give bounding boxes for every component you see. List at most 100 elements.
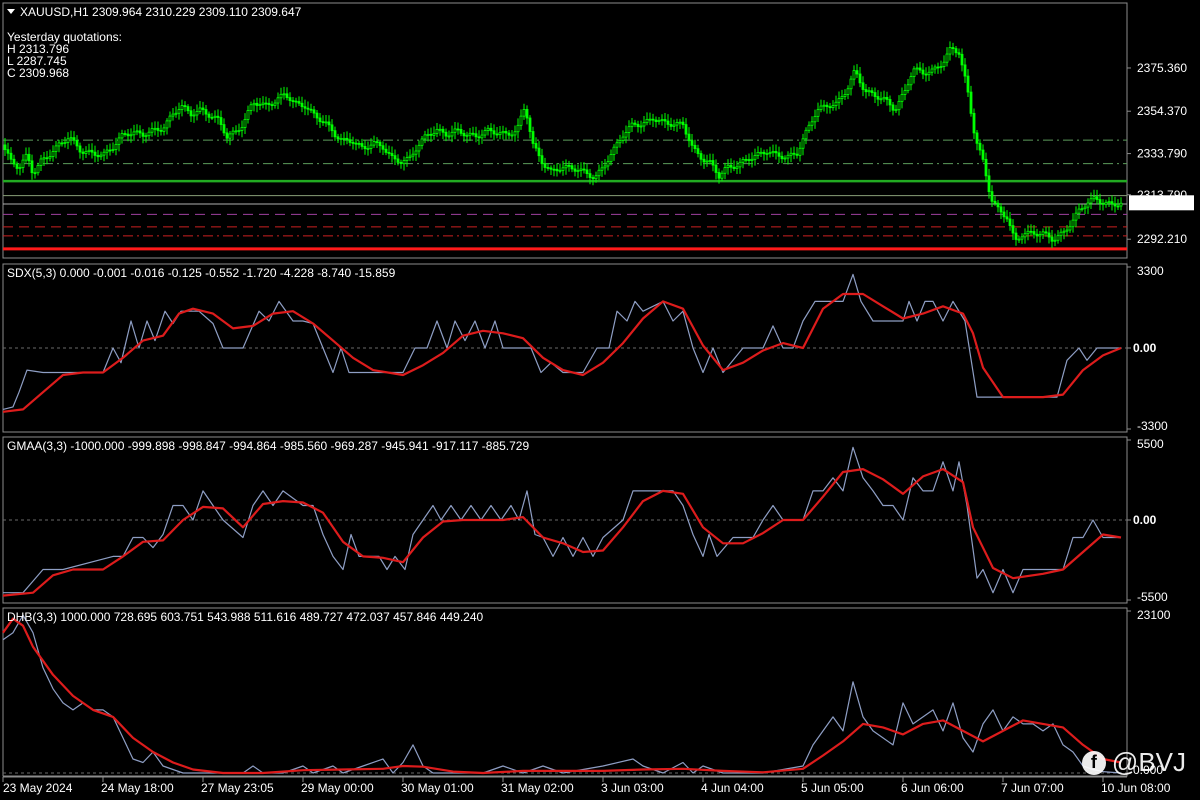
candle-body xyxy=(792,152,796,155)
candle-body xyxy=(828,106,832,109)
candle-body xyxy=(966,75,970,93)
candle-body xyxy=(690,140,694,146)
candle-body xyxy=(153,127,157,130)
candle-body xyxy=(930,68,934,73)
candle-body xyxy=(366,148,370,150)
candle-body xyxy=(462,132,466,137)
y-tick-label: 2354.370 xyxy=(1137,104,1187,118)
candle-body xyxy=(720,172,724,179)
candle-body xyxy=(237,130,241,132)
y-tick-label: -5500 xyxy=(1137,590,1168,604)
x-tick-label: 31 May 02:00 xyxy=(501,781,574,795)
candle-body xyxy=(633,122,637,125)
candle-body xyxy=(1083,206,1087,210)
candle-body xyxy=(348,139,352,143)
candle-body xyxy=(1074,212,1078,221)
candle-body xyxy=(48,156,52,159)
candle-body xyxy=(777,152,781,157)
candle-body xyxy=(1029,230,1033,233)
x-tick-label: 10 Jun 08:00 xyxy=(1101,781,1171,795)
candle-body xyxy=(345,137,349,141)
candle-body xyxy=(963,64,967,77)
candle-body xyxy=(1038,234,1042,237)
candle-body xyxy=(228,133,232,139)
candle-body xyxy=(852,70,856,80)
candle-body xyxy=(324,121,328,124)
pane-4[interactable]: DHB(3,3) 1000.000 728.695 603.751 543.98… xyxy=(2,607,1171,777)
candle-body xyxy=(984,158,988,177)
candle-body xyxy=(573,168,577,172)
candle-body xyxy=(798,147,802,156)
candle-body xyxy=(339,138,343,140)
candle-body xyxy=(1098,199,1102,204)
candle-body xyxy=(249,104,253,111)
candle-body xyxy=(885,96,889,100)
candle-body xyxy=(1026,230,1030,235)
candle-body xyxy=(801,138,805,149)
candle-body xyxy=(72,137,76,141)
candle-body xyxy=(732,166,736,169)
candle-body xyxy=(591,177,595,180)
candle-body xyxy=(165,120,169,129)
candle-body xyxy=(1047,232,1051,238)
y-tick-label: 2292.210 xyxy=(1137,232,1187,246)
candle-body xyxy=(312,109,316,114)
x-tick-label: 4 Jun 04:00 xyxy=(701,781,764,795)
candle-body xyxy=(423,134,427,140)
candle-body xyxy=(756,151,760,156)
candle-body xyxy=(333,130,337,138)
candle-body xyxy=(216,115,220,118)
candle-body xyxy=(729,164,733,168)
candle-body xyxy=(492,130,496,135)
candle-body xyxy=(825,104,829,108)
candle-body xyxy=(465,134,469,137)
candle-body xyxy=(564,164,568,169)
candle-body xyxy=(861,82,865,90)
candle-body xyxy=(819,105,823,111)
candle-body xyxy=(381,145,385,150)
candle-body xyxy=(129,134,133,137)
candle-body xyxy=(429,133,433,136)
candle-body xyxy=(780,155,784,160)
candle-body xyxy=(183,105,187,108)
candle-body xyxy=(498,132,502,136)
candle-body xyxy=(624,132,628,138)
candle-body xyxy=(693,144,697,150)
x-tick-label: 27 May 23:05 xyxy=(201,781,274,795)
candle-body xyxy=(618,140,622,144)
candle-body xyxy=(807,124,811,131)
candle-body xyxy=(735,166,739,169)
candle-body xyxy=(357,143,361,145)
candle-body xyxy=(651,118,655,121)
candle-body xyxy=(639,125,643,128)
candle-body xyxy=(675,122,679,126)
dropdown-triangle-icon[interactable] xyxy=(7,9,15,14)
candle-body xyxy=(660,119,664,121)
candle-body xyxy=(681,121,685,125)
candle-body xyxy=(78,145,82,153)
candle-body xyxy=(597,169,601,177)
candle-body xyxy=(501,130,505,134)
candle-body xyxy=(945,53,949,63)
pane-1[interactable]: XAUUSD,H1 2309.964 2310.229 2309.110 230… xyxy=(2,2,1194,259)
candle-body xyxy=(933,66,937,70)
candle-body xyxy=(738,161,742,168)
pane-3[interactable]: GMAA(3,3) -1000.000 -999.898 -998.847 -9… xyxy=(2,436,1168,604)
candle-body xyxy=(114,143,118,150)
candle-body xyxy=(477,136,481,139)
candle-body xyxy=(1005,216,1009,220)
candle-body xyxy=(246,110,250,120)
pane-frame xyxy=(2,2,1128,259)
candle-body xyxy=(657,120,661,123)
candle-body xyxy=(816,109,820,117)
candle-body xyxy=(879,98,883,101)
candle-body xyxy=(84,151,88,154)
candle-body xyxy=(291,100,295,102)
candle-body xyxy=(360,143,364,147)
last-price-box xyxy=(1129,195,1194,211)
pane-2[interactable]: SDX(5,3) 0.000 -0.001 -0.016 -0.125 -0.5… xyxy=(2,263,1168,433)
candle-body xyxy=(726,164,730,168)
candle-body xyxy=(831,105,835,109)
candle-body xyxy=(414,150,418,155)
